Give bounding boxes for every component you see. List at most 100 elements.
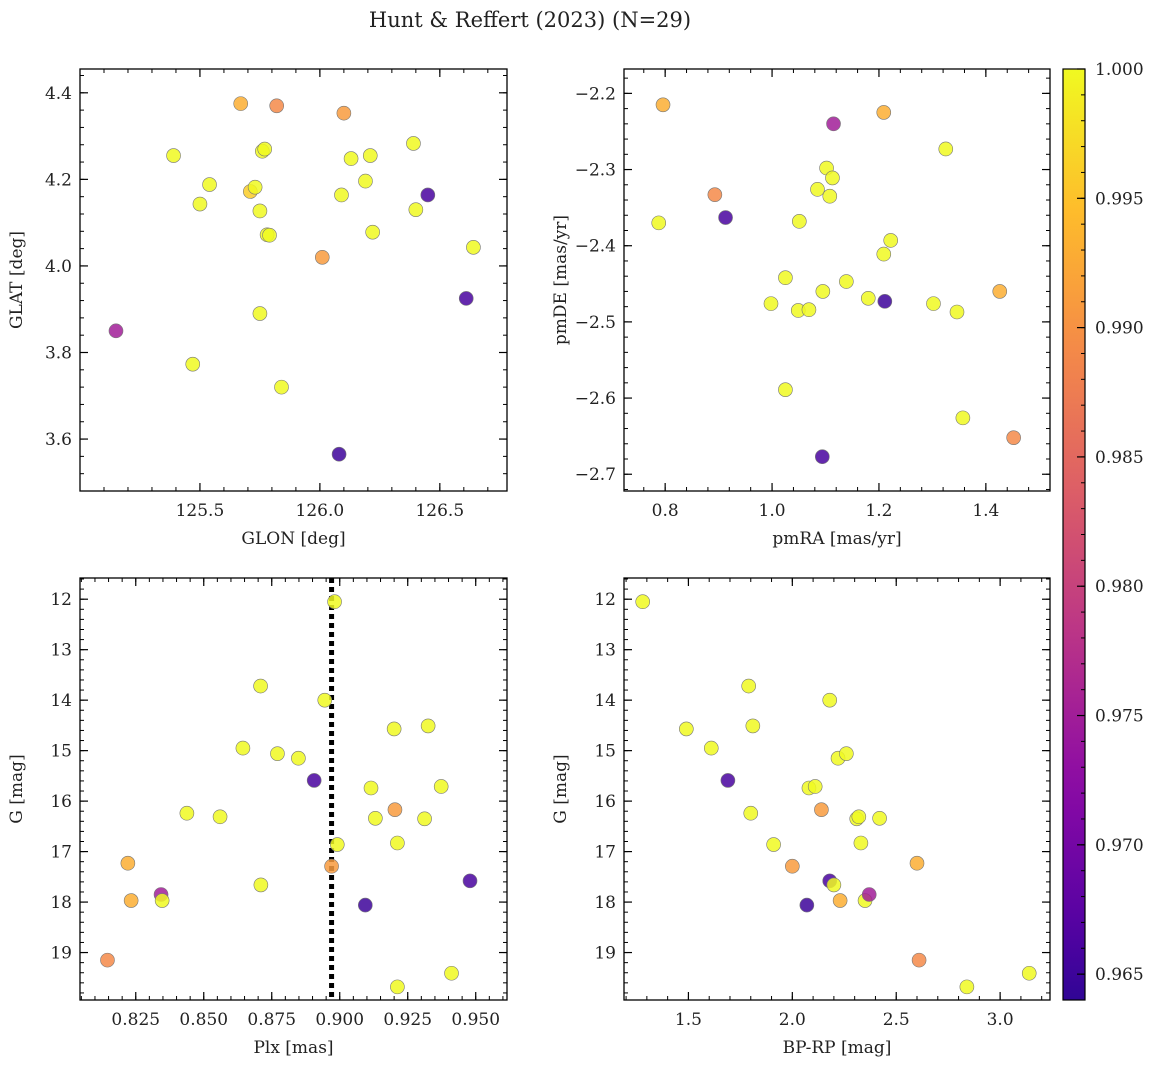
scatter-point bbox=[883, 233, 899, 248]
scatter-panel-4: 1.5 2.0 2.5 3.0 12 13 14 15 16 17 18 19 BP-RP [mag] G… bbox=[551, 577, 1051, 1058]
x-tick-label: 0.850 bbox=[179, 1010, 228, 1030]
scatter-panel-3: 0.825 0.850 0.875 0.900 0.925 0.950 12 13 14 15 16… bbox=[7, 577, 508, 1058]
y-tick-label: 16 bbox=[594, 792, 616, 812]
y-tick-label: 3.8 bbox=[45, 343, 72, 363]
axes-frame bbox=[623, 577, 1051, 1001]
scatter-point bbox=[274, 379, 289, 395]
scatter-point bbox=[826, 116, 841, 132]
scatter-point bbox=[861, 887, 877, 902]
x-tick-label: 1.4 bbox=[972, 501, 999, 521]
scatter-point bbox=[466, 240, 481, 255]
x-tick-label: 0.8 bbox=[652, 501, 679, 521]
scatter-point bbox=[363, 780, 379, 796]
scatter-point bbox=[745, 718, 761, 734]
scatter-point bbox=[635, 594, 651, 610]
scatter-point bbox=[406, 136, 421, 151]
y-tick-label: 19 bbox=[594, 944, 616, 964]
x-axis-label: BP-RP [mag] bbox=[783, 1038, 892, 1058]
scatter-point bbox=[329, 837, 345, 852]
scatter-point bbox=[825, 170, 840, 186]
x-tick-label: 0.925 bbox=[383, 1010, 432, 1030]
scatter-point bbox=[358, 173, 373, 189]
scatter-point bbox=[420, 187, 436, 203]
y-tick-label: −2.7 bbox=[575, 465, 616, 485]
y-tick-label: −2.4 bbox=[575, 237, 616, 257]
scatter-point bbox=[462, 873, 478, 889]
scatter-point bbox=[417, 811, 432, 827]
y-tick-label: 14 bbox=[594, 691, 616, 711]
scatter-point bbox=[876, 105, 892, 120]
y-tick-label: 13 bbox=[594, 641, 616, 661]
subplot-grid: 125.5 126.0 126.5 3.6 3.8 4.0 4.2 4.4 GLON [deg]… bbox=[7, 68, 1051, 1058]
scatter-point bbox=[120, 855, 136, 871]
scatter-point bbox=[192, 196, 208, 212]
axes-frame bbox=[623, 68, 1051, 492]
scatter-point bbox=[822, 692, 838, 708]
x-axis-label: Plx [mas] bbox=[253, 1038, 333, 1058]
y-tick-label: 18 bbox=[50, 893, 72, 913]
scatter-point bbox=[911, 952, 927, 968]
scatter-point bbox=[860, 290, 876, 306]
scatter-point bbox=[458, 291, 474, 306]
scatter-point bbox=[938, 141, 954, 157]
colorbar-tick-label: 0.990 bbox=[1095, 319, 1144, 339]
scatter-point bbox=[408, 202, 424, 217]
y-tick-label: 19 bbox=[50, 944, 72, 964]
x-tick-label: 126.5 bbox=[415, 501, 464, 521]
scatter-point bbox=[949, 304, 965, 320]
x-tick-label: 3.0 bbox=[987, 1010, 1014, 1030]
colorbar-tick-label: 0.995 bbox=[1095, 189, 1144, 209]
scatter-point bbox=[327, 594, 342, 610]
scatter-point bbox=[807, 779, 823, 794]
x-tick-label: 2.5 bbox=[883, 1010, 910, 1030]
y-tick-label: 18 bbox=[594, 893, 616, 913]
scatter-point bbox=[872, 810, 887, 826]
y-tick-label: −2.2 bbox=[575, 84, 616, 104]
scatter-point bbox=[822, 188, 838, 204]
x-tick-label: 2.0 bbox=[779, 1010, 806, 1030]
scatter-point bbox=[778, 382, 793, 397]
scatter-point bbox=[324, 858, 339, 874]
x-tick-label: 126.0 bbox=[296, 501, 345, 521]
y-axis-label: pmDE [mas/yr] bbox=[551, 215, 571, 345]
scatter-point bbox=[826, 877, 842, 893]
scatter-point bbox=[743, 805, 759, 821]
scatter-point bbox=[343, 151, 359, 166]
scatter-point bbox=[785, 858, 800, 874]
scatter-point bbox=[386, 721, 402, 737]
y-tick-label: 4.2 bbox=[45, 170, 72, 190]
axes-frame bbox=[79, 577, 508, 1001]
scatter-point bbox=[331, 446, 347, 462]
scatter-point bbox=[851, 809, 867, 825]
scatter-point bbox=[801, 302, 817, 318]
colorbar-tick-label: 0.980 bbox=[1095, 577, 1144, 597]
y-axis-label: G [mag] bbox=[551, 754, 571, 823]
scatter-point bbox=[815, 449, 830, 465]
scatter-point bbox=[291, 750, 306, 766]
y-tick-label: 17 bbox=[594, 843, 616, 863]
scatter-point bbox=[839, 274, 854, 289]
scatter-point bbox=[123, 893, 139, 908]
scatter-point bbox=[720, 773, 736, 788]
scatter-point bbox=[108, 323, 124, 339]
scatter-point bbox=[444, 965, 459, 981]
scatter-point bbox=[247, 179, 263, 195]
x-tick-label: 1.2 bbox=[865, 501, 892, 521]
scatter-point bbox=[179, 805, 195, 821]
scatter-point bbox=[235, 740, 251, 756]
scatter-point bbox=[651, 215, 667, 231]
figure-title: Hunt & Reffert (2023) (N=29) bbox=[369, 8, 691, 32]
scatter-point bbox=[166, 148, 181, 163]
scatter-point bbox=[832, 893, 848, 908]
scatter-point bbox=[655, 97, 671, 113]
scatter-point bbox=[959, 979, 975, 995]
x-axis-label: GLON [deg] bbox=[241, 529, 345, 549]
scatter-point bbox=[185, 356, 201, 372]
scatter-point bbox=[955, 410, 971, 426]
scatter-point bbox=[810, 182, 825, 197]
scatter-point bbox=[877, 294, 893, 309]
y-tick-label: 4.0 bbox=[45, 257, 72, 277]
scatter-point bbox=[334, 187, 349, 203]
scatter-point bbox=[763, 296, 779, 311]
x-tick-label: 0.900 bbox=[315, 1010, 364, 1030]
